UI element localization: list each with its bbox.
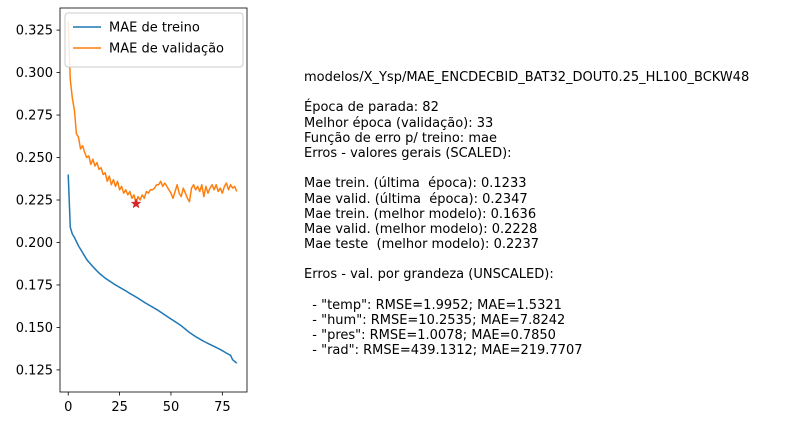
info-line-14 (304, 283, 749, 298)
info-line-10: Mae valid. (melhor modelo): 0.2228 (304, 221, 538, 237)
x-tick-label-0: 0 (64, 400, 72, 415)
x-tick-label-3: 75 (214, 400, 231, 415)
info-line-17: - "pres": RMSE=1.0078; MAE=0.7850 (304, 328, 556, 344)
info-line-8: Mae valid. (última época): 0.2347 (304, 191, 528, 207)
info-line-2: Época de parada: 82 (304, 100, 439, 116)
info-line-12 (304, 252, 749, 267)
best-epoch-marker-0 (130, 198, 142, 209)
y-tick-label-7: 0.300 (16, 66, 53, 81)
info-line-16: - "hum": RMSE=10.2535; MAE=7.8242 (304, 313, 566, 328)
info-line-9: Mae trein. (melhor modelo): 0.1636 (304, 206, 537, 222)
y-tick-label-6: 0.275 (16, 109, 53, 124)
legend-label-0: MAE de treino (109, 21, 200, 36)
y-tick-label-0: 0.125 (16, 363, 53, 378)
info-line-0: modelos/X_Ysp/MAE_ENCDECBID_BAT32_DOUT0.… (304, 70, 750, 85)
info-line-5: Erros - valores gerais (SCALED): (304, 145, 512, 161)
info-line-4: Função de erro p/ treino: mae (304, 130, 497, 146)
info-line-6 (304, 161, 749, 176)
y-tick-label-4: 0.225 (16, 194, 53, 209)
info-line-13: Erros - val. por grandeza (UNSCALED): (304, 267, 554, 283)
x-tick-label-1: 25 (111, 400, 128, 415)
info-line-15: - "temp": RMSE=1.9952; MAE=1.5321 (304, 297, 562, 313)
y-tick-label-8: 0.325 (16, 24, 53, 39)
legend: MAE de treino MAE de validação (64, 12, 244, 68)
training-summary-text: modelos/X_Ysp/MAE_ENCDECBID_BAT32_DOUT0.… (304, 70, 749, 359)
legend-label-1: MAE de validação (109, 42, 224, 57)
y-tick-label-2: 0.175 (16, 278, 53, 293)
x-tick-label-2: 50 (163, 400, 180, 415)
axes: 0 25 50 75 0.125 0.150 0.175 0.200 0.225 0.250 0.2… (16, 7, 248, 415)
series-line-0 (67, 174, 238, 364)
y-tick-label-5: 0.250 (16, 151, 53, 166)
y-tick-label-1: 0.150 (16, 321, 53, 336)
mae-line-chart: 0 25 50 75 0.125 0.150 0.175 0.200 0.225 0.250 0.2… (16, 7, 248, 415)
info-line-7: Mae trein. (última época): 0.1233 (304, 176, 527, 192)
legend-box (64, 12, 244, 68)
info-line-3: Melhor época (validação): 33 (304, 115, 494, 131)
info-line-18: - "rad": RMSE=439.1312; MAE=219.7707 (304, 343, 583, 359)
info-line-1 (304, 85, 749, 100)
plot-area (67, 21, 238, 364)
series-line-1 (67, 21, 238, 205)
y-tick-label-3: 0.200 (16, 236, 53, 251)
info-line-11: Mae teste (melhor modelo): 0.2237 (304, 237, 540, 253)
